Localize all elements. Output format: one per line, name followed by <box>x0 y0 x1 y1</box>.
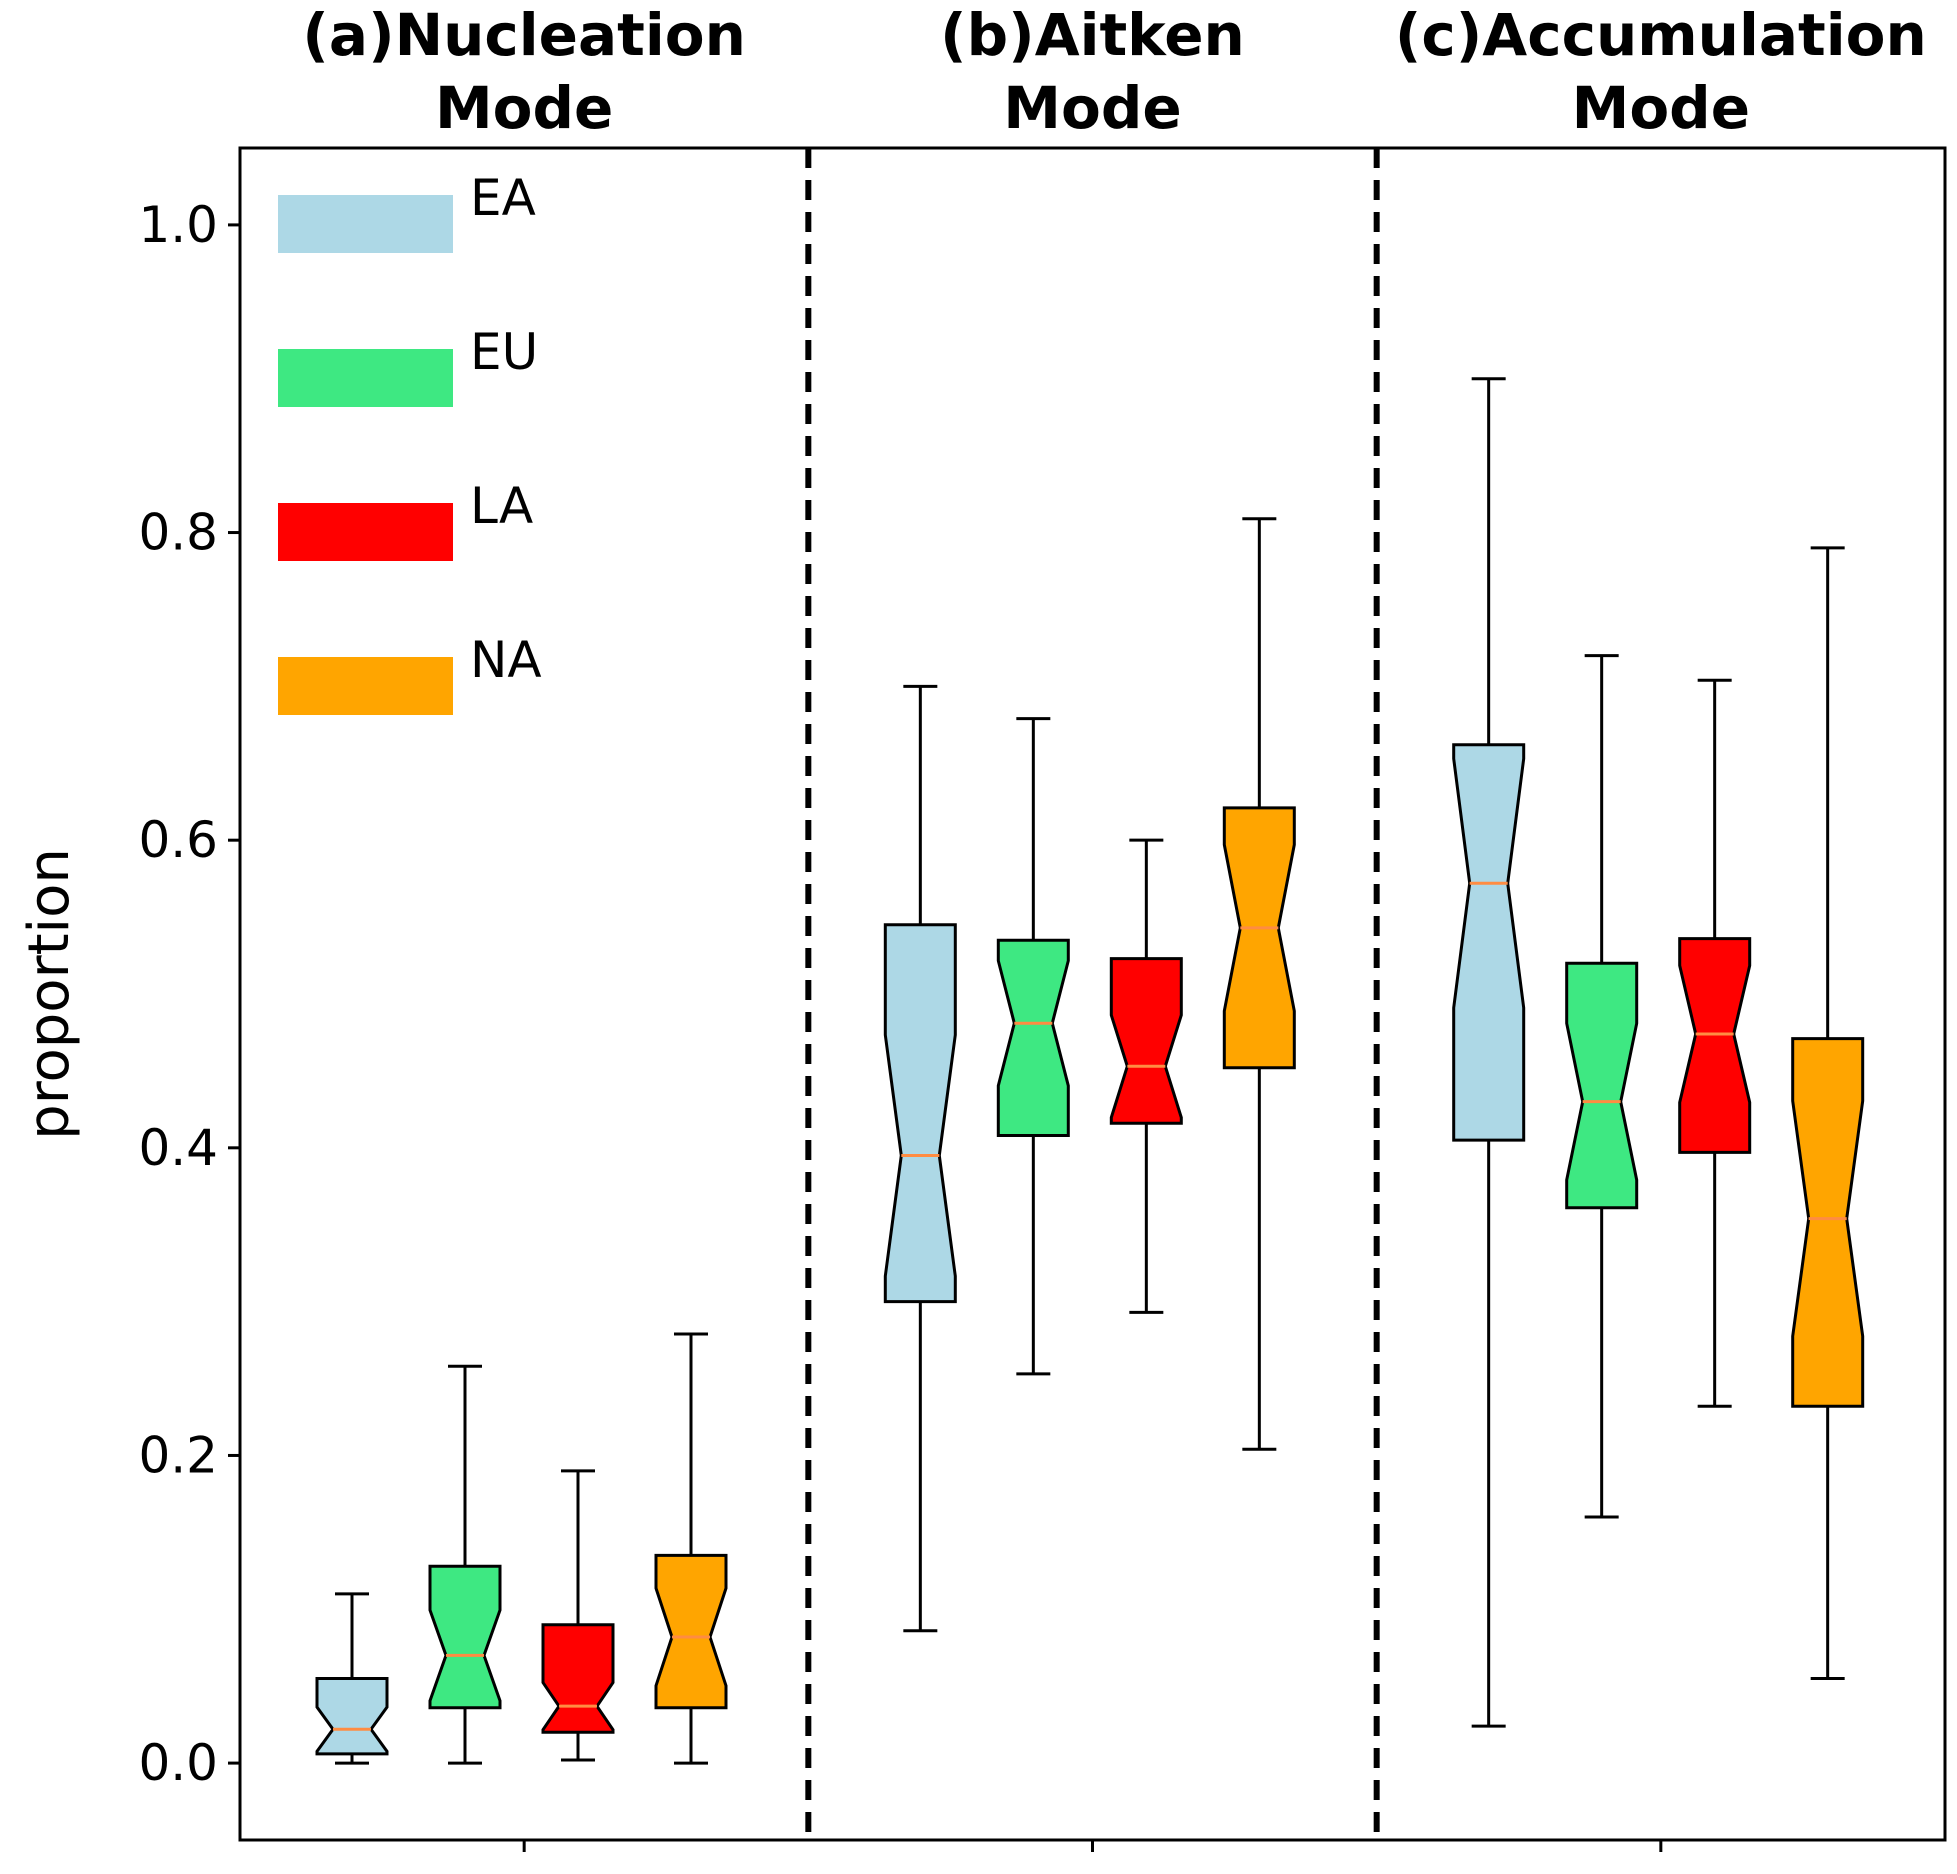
box-eu <box>428 1364 502 1765</box>
panel-title-line2: Mode <box>1572 74 1750 142</box>
box-la <box>541 1469 615 1762</box>
box-body <box>1565 961 1639 1210</box>
plot-frame <box>238 146 1947 1852</box>
box-body <box>1222 806 1296 1070</box>
panel-titles: (a)NucleationMode(b)AitkenMode(c)Accumul… <box>302 1 1926 142</box>
box-ea <box>315 1592 389 1765</box>
box-body <box>654 1553 728 1710</box>
box-body <box>1791 1037 1865 1408</box>
legend-swatch-eu <box>278 349 453 407</box>
legend-label-eu: EU <box>470 323 538 381</box>
panel-title-line1: (a)Nucleation <box>302 1 745 69</box>
panel-title-line1: (c)Accumulation <box>1395 1 1927 69</box>
y-axis-label: proportion <box>17 848 82 1140</box>
y-tick-label: 1.0 <box>138 196 218 254</box>
legend-label-na: NA <box>470 631 542 689</box>
box-body <box>541 1623 615 1734</box>
box-body <box>1678 937 1752 1154</box>
box-ea <box>1452 377 1526 1728</box>
box-la <box>1109 838 1183 1314</box>
panel-title-line2: Mode <box>1003 74 1181 142</box>
box-body <box>996 938 1070 1137</box>
y-tick-label: 0.8 <box>138 504 218 562</box>
box-body <box>883 923 957 1304</box>
legend-label-la: LA <box>470 477 533 535</box>
box-body <box>315 1677 389 1756</box>
box-na <box>654 1332 728 1765</box>
box-na <box>1222 517 1296 1451</box>
box-na <box>1791 546 1865 1680</box>
panel-title-line2: Mode <box>435 74 613 142</box>
legend-label-ea: EA <box>470 169 536 227</box>
legend-swatch-la <box>278 503 453 561</box>
legend-swatch-ea <box>278 195 453 253</box>
box-ea <box>883 684 957 1633</box>
y-tick-label: 0.0 <box>138 1734 218 1792</box>
y-tick-label: 0.2 <box>138 1426 218 1484</box>
box-body <box>1452 743 1526 1142</box>
legend-swatch-na <box>278 657 453 715</box>
panel-title-line1: (b)Aitken <box>940 1 1245 69</box>
box-la <box>1678 678 1752 1408</box>
box-body <box>1109 957 1183 1125</box>
y-tick-label: 0.4 <box>138 1119 218 1177</box>
box-series <box>315 377 1865 1765</box>
box-eu <box>996 717 1070 1376</box>
box-body <box>428 1564 502 1710</box>
legend: EA EU LA NA <box>278 169 542 715</box>
box-eu <box>1565 654 1639 1519</box>
y-tick-label: 0.6 <box>138 811 218 869</box>
y-axis: 0.0 0.2 0.4 0.6 0.8 1.0 proportion <box>17 196 240 1792</box>
